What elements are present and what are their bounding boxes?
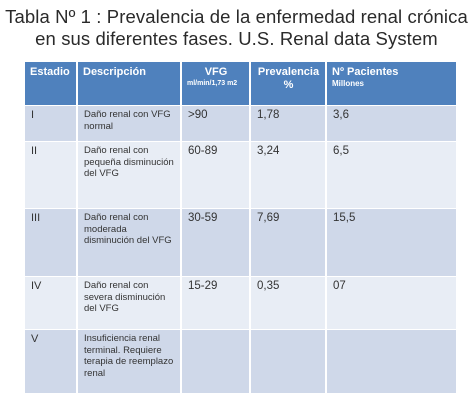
header-prevalence-unit: %: [283, 79, 294, 91]
ckd-prevalence-table: Estadio Descripción VFG ml/min/1,73 m2 P…: [25, 62, 456, 393]
cell-gfr: >90: [181, 105, 251, 142]
table-row: V Insuficiencia renal terminal. Requiere…: [25, 329, 456, 393]
cell-gfr: [181, 329, 251, 393]
document-title: Tabla Nº 1 : Prevalencia de la enfermeda…: [0, 6, 473, 50]
header-description-label: Descripción: [83, 66, 146, 78]
header-prevalence-label: Prevalencia: [257, 66, 320, 78]
cell-description: Daño renal con VFG normal: [77, 105, 182, 142]
header-gfr: VFG ml/min/1,73 m2: [181, 62, 251, 106]
cell-prevalence: 0,35: [250, 276, 327, 330]
header-patients-label: Nº Pacientes: [332, 66, 399, 78]
header-gfr-unit: ml/min/1,73 m2: [187, 80, 238, 87]
cell-patients: 3,6: [326, 105, 456, 142]
header-prevalence: Prevalencia %: [250, 62, 327, 106]
cell-stage: V: [25, 329, 78, 393]
cell-patients: [326, 329, 456, 393]
cell-prevalence: 1,78: [250, 105, 327, 142]
cell-prevalence: [250, 329, 327, 393]
header-patients-unit: Millones: [332, 79, 365, 88]
cell-prevalence: 7,69: [250, 208, 327, 277]
cell-gfr: 60-89: [181, 141, 251, 209]
header-gfr-label: VFG: [204, 66, 228, 78]
table-header-row: Estadio Descripción VFG ml/min/1,73 m2 P…: [25, 62, 456, 106]
cell-patients: 15,5: [326, 208, 456, 277]
cell-description: Daño renal con pequeña disminución del V…: [77, 141, 182, 209]
cell-stage: II: [25, 141, 78, 209]
cell-description: Daño renal con severa disminución del VF…: [77, 276, 182, 330]
table-row: II Daño renal con pequeña disminución de…: [25, 141, 456, 209]
header-patients: Nº Pacientes Millones: [326, 62, 456, 106]
header-description: Descripción: [77, 62, 182, 106]
table-row: III Daño renal con moderada disminución …: [25, 208, 456, 277]
cell-stage: III: [25, 208, 78, 277]
table-row: IV Daño renal con severa disminución del…: [25, 276, 456, 330]
cell-description: Insuficiencia renal terminal. Requiere t…: [77, 329, 182, 393]
cell-stage: IV: [25, 276, 78, 330]
title-line-1: Tabla Nº 1 : Prevalencia de la enfermeda…: [5, 6, 468, 27]
cell-patients: 6,5: [326, 141, 456, 209]
header-stage: Estadio: [25, 62, 78, 106]
cell-description: Daño renal con moderada disminución del …: [77, 208, 182, 277]
cell-stage: I: [25, 105, 78, 142]
cell-gfr: 15-29: [181, 276, 251, 330]
table-row: I Daño renal con VFG normal >90 1,78 3,6: [25, 105, 456, 142]
cell-gfr: 30-59: [181, 208, 251, 277]
cell-prevalence: 3,24: [250, 141, 327, 209]
cell-patients: 07: [326, 276, 456, 330]
title-line-2: en sus diferentes fases. U.S. Renal data…: [35, 28, 438, 49]
header-stage-label: Estadio: [30, 66, 70, 78]
